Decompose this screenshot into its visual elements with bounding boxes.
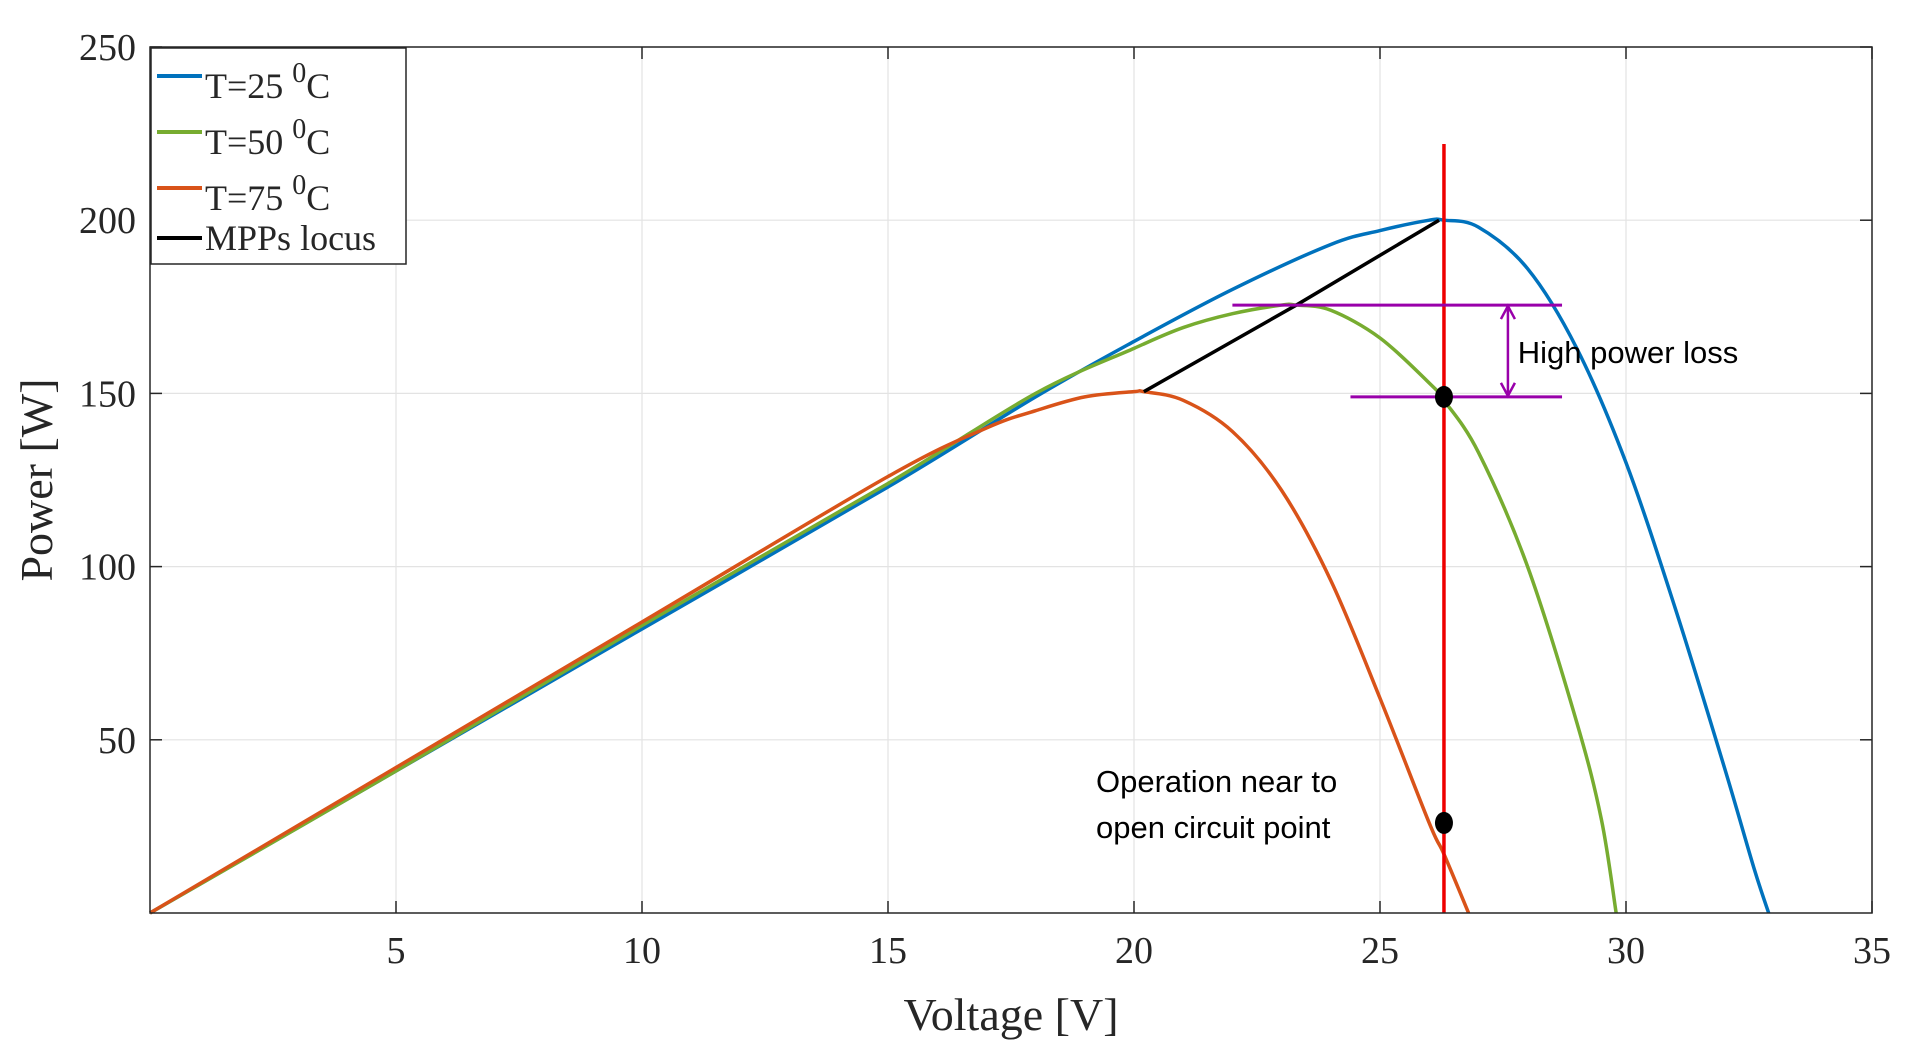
overlay: High power loss Operation near to open cir…: [1096, 143, 1739, 913]
legend-box: [150, 47, 407, 265]
legend-entry: MPPs locus: [205, 218, 376, 258]
series-line-t-25: [149, 217, 1771, 915]
loss-arrow-head-up: [1499, 303, 1517, 320]
y-tick-label: 50: [98, 720, 136, 762]
y-tick-label: 100: [79, 547, 136, 589]
x-tick-label: 25: [1361, 930, 1399, 972]
loss-label: High power loss: [1518, 335, 1739, 370]
x-tick-label: 35: [1853, 930, 1891, 972]
x-tick-label: 30: [1607, 930, 1645, 972]
operating-point: [1434, 385, 1453, 408]
y-tick-label: 150: [79, 373, 136, 415]
x-tick-label: 5: [387, 930, 406, 972]
y-tick-label: 200: [79, 200, 136, 242]
legend-entry: T=75 0C: [205, 170, 330, 218]
operating-point: [1434, 811, 1453, 834]
plot-frame: [149, 46, 1873, 914]
x-axis-title: Voltage [V]: [903, 989, 1118, 1040]
legend-entry: T=50 0C: [205, 114, 330, 162]
operation-annotation-line: Operation near to: [1096, 764, 1337, 799]
ticks: 5 10 15 20 25 30 35 50 100 150 200 250: [79, 27, 1891, 972]
operation-annotation-line: open circuit point: [1096, 810, 1331, 845]
grid: [150, 46, 1873, 913]
legend-entry: T=25 0C: [205, 58, 330, 106]
x-tick-label: 20: [1115, 930, 1153, 972]
y-tick-label: 250: [79, 27, 136, 69]
series-line-t-75: [149, 389, 1471, 915]
loss-arrow-head-down: [1499, 382, 1517, 399]
x-tick-label: 15: [869, 930, 907, 972]
y-axis-title: Power [W]: [11, 378, 62, 581]
x-tick-label: 10: [623, 930, 661, 972]
